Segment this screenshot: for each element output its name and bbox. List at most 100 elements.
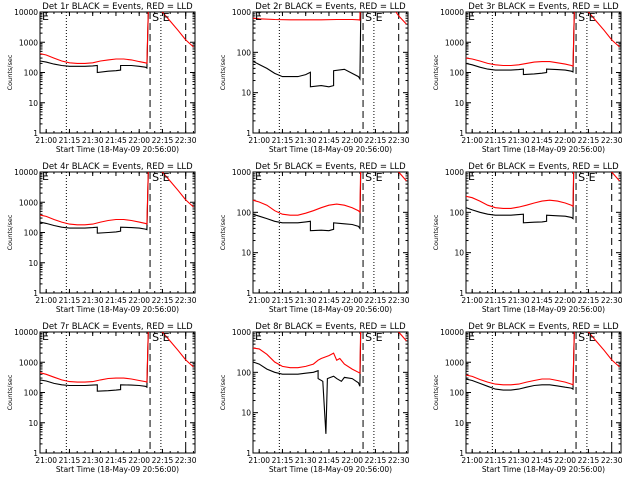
x-tick-label: 22:00 bbox=[554, 296, 576, 305]
y-tick-label: 1000 bbox=[232, 328, 251, 337]
start-marker-label: E bbox=[468, 330, 475, 343]
axes-frame bbox=[465, 171, 622, 294]
series-group bbox=[466, 332, 620, 391]
axes-frame bbox=[252, 171, 409, 294]
x-tick-label: 21:30 bbox=[82, 456, 104, 465]
subplot-det-2: Det 2r BLACK = Events, RED = LLD 1 10 100 10… bbox=[219, 2, 410, 154]
subplot-title: Det 1r BLACK = Events, RED = LLD bbox=[42, 2, 193, 12]
x-tick-label: 21:30 bbox=[508, 136, 530, 145]
x-tick-label: 21:45 bbox=[105, 296, 127, 305]
subplot-det-1: Det 1r BLACK = Events, RED = LLD 1 10 100 10… bbox=[6, 2, 197, 154]
axes-frame bbox=[252, 331, 409, 454]
y-tick-label: 100 bbox=[237, 368, 252, 377]
y-tick-label: 100 bbox=[237, 48, 252, 57]
x-axis: 21:00 21:15 21:30 21:45 22:00 22:15 22:30Start… bbox=[35, 332, 197, 474]
start-marker-label: E bbox=[42, 330, 49, 343]
x-axis-label: Start Time (18-May-09 20:56:00) bbox=[269, 465, 392, 474]
series-line-lld bbox=[40, 12, 194, 65]
y-axis-label: Counts/sec bbox=[432, 374, 440, 410]
y-axis-label: Counts/sec bbox=[6, 374, 14, 410]
series-group bbox=[253, 12, 407, 88]
x-tick-label: 22:00 bbox=[341, 296, 363, 305]
x-axis-label: Start Time (18-May-09 20:56:00) bbox=[482, 465, 605, 474]
y-axis: 1 10 100 1000 Counts/sec bbox=[432, 168, 621, 298]
series-group bbox=[253, 332, 407, 434]
flare-marker-label: S E bbox=[365, 11, 382, 24]
series-group bbox=[253, 172, 407, 232]
x-axis: 21:00 21:15 21:30 21:45 22:00 22:15 22:30Start… bbox=[248, 332, 410, 474]
y-axis: 1 10 100 1000 10000 Counts/sec bbox=[6, 8, 195, 138]
y-tick-label: 10000 bbox=[14, 8, 38, 17]
flare-marker-label: S E bbox=[578, 171, 595, 184]
series-group bbox=[40, 12, 194, 74]
y-tick-label: 10000 bbox=[14, 168, 38, 177]
series-line-lld bbox=[253, 332, 407, 375]
series-line-lld bbox=[466, 12, 620, 68]
y-axis-label: Counts/sec bbox=[6, 54, 14, 90]
x-tick-label: 21:30 bbox=[295, 456, 317, 465]
axes-frame bbox=[39, 331, 196, 454]
series-line-events bbox=[40, 172, 149, 234]
series-line-events bbox=[40, 332, 149, 392]
series-group bbox=[40, 332, 194, 392]
subplot-det-3: Det 3r BLACK = Events, RED = LLD 1 10 100 10… bbox=[432, 2, 623, 154]
x-tick-label: 22:15 bbox=[365, 456, 387, 465]
y-tick-label: 100 bbox=[24, 69, 39, 78]
subplot-det-4: Det 4r BLACK = Events, RED = LLD 1 10 100 10… bbox=[6, 162, 197, 314]
x-tick-label: 21:15 bbox=[59, 296, 81, 305]
flare-marker-label: S E bbox=[365, 171, 382, 184]
x-tick-label: 21:00 bbox=[35, 296, 57, 305]
x-tick-label: 21:15 bbox=[485, 456, 507, 465]
y-tick-label: 1000 bbox=[445, 358, 464, 367]
x-axis: 21:00 21:15 21:30 21:45 22:00 22:15 22:30Start… bbox=[248, 12, 410, 154]
y-tick-label: 10 bbox=[454, 249, 464, 258]
x-tick-label: 21:15 bbox=[272, 456, 294, 465]
series-group bbox=[466, 12, 620, 76]
y-axis: 1 10 100 1000 Counts/sec bbox=[219, 8, 408, 138]
flare-marker-label: S E bbox=[152, 171, 169, 184]
y-tick-label: 10 bbox=[241, 249, 251, 258]
y-tick-label: 1000 bbox=[232, 8, 251, 17]
y-axis-label: Counts/sec bbox=[219, 214, 227, 250]
subplot-title: Det 7r BLACK = Events, RED = LLD bbox=[42, 322, 193, 332]
x-tick-label: 21:00 bbox=[248, 136, 270, 145]
series-group bbox=[466, 172, 620, 224]
x-tick-label: 22:30 bbox=[388, 136, 410, 145]
x-axis-label: Start Time (18-May-09 20:56:00) bbox=[269, 305, 392, 314]
x-tick-label: 22:30 bbox=[175, 456, 197, 465]
start-marker-label: E bbox=[42, 170, 49, 183]
series-line-events bbox=[253, 12, 362, 88]
x-tick-label: 22:30 bbox=[601, 456, 623, 465]
x-tick-label: 21:00 bbox=[461, 456, 483, 465]
y-tick-label: 100 bbox=[24, 389, 39, 398]
x-tick-label: 22:15 bbox=[578, 456, 600, 465]
y-tick-label: 1 bbox=[459, 289, 464, 298]
subplot-title: Det 2r BLACK = Events, RED = LLD bbox=[255, 2, 406, 12]
start-marker-label: E bbox=[255, 330, 262, 343]
x-axis: 21:00 21:15 21:30 21:45 22:00 22:15 22:30Start… bbox=[35, 172, 197, 314]
y-tick-label: 10 bbox=[241, 89, 251, 98]
x-tick-label: 22:30 bbox=[601, 296, 623, 305]
x-tick-label: 21:00 bbox=[461, 136, 483, 145]
y-axis-label: Counts/sec bbox=[6, 214, 14, 250]
series-line-events bbox=[466, 12, 575, 76]
y-tick-label: 100 bbox=[237, 208, 252, 217]
x-axis-label: Start Time (18-May-09 20:56:00) bbox=[269, 145, 392, 154]
x-tick-label: 22:30 bbox=[388, 456, 410, 465]
y-tick-label: 10 bbox=[28, 419, 38, 428]
x-tick-label: 21:15 bbox=[59, 136, 81, 145]
y-tick-label: 10000 bbox=[14, 328, 38, 337]
x-tick-label: 22:15 bbox=[152, 456, 174, 465]
x-tick-label: 21:45 bbox=[318, 456, 340, 465]
x-tick-label: 21:30 bbox=[295, 136, 317, 145]
subplot-title: Det 8r BLACK = Events, RED = LLD bbox=[255, 322, 406, 332]
y-axis: 1 10 100 1000 Counts/sec bbox=[219, 328, 408, 458]
x-tick-label: 21:15 bbox=[272, 136, 294, 145]
x-tick-label: 22:30 bbox=[388, 296, 410, 305]
y-tick-label: 1 bbox=[33, 129, 38, 138]
flare-marker-label: S E bbox=[578, 11, 595, 24]
x-axis-label: Start Time (18-May-09 20:56:00) bbox=[482, 305, 605, 314]
x-tick-label: 22:15 bbox=[578, 136, 600, 145]
subplot-title: Det 6r BLACK = Events, RED = LLD bbox=[468, 162, 619, 172]
start-marker-label: E bbox=[255, 10, 262, 23]
